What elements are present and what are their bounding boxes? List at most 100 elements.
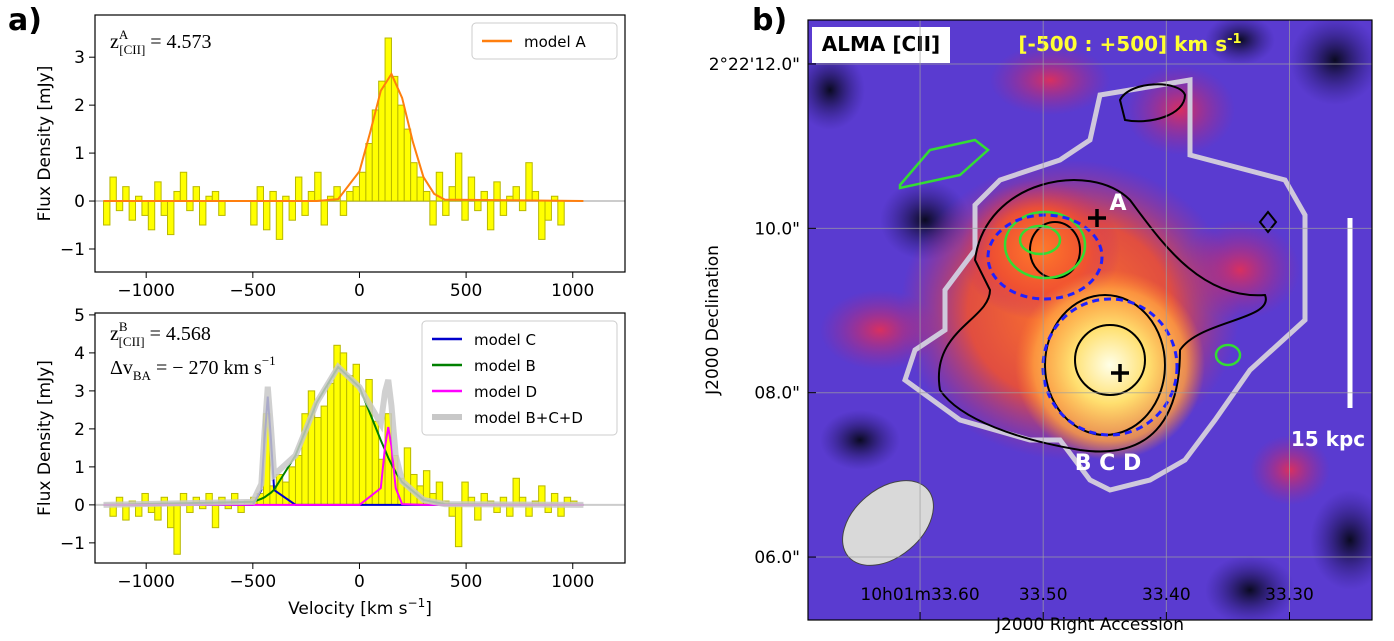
bar: [358, 405, 367, 506]
bar: [154, 181, 162, 202]
bar: [282, 481, 290, 506]
scale-label: 15 kpc: [1291, 427, 1365, 451]
y-axis-label: Flux Density [mJy]: [35, 66, 55, 222]
bar: [557, 200, 565, 226]
annotation-sup: A: [119, 27, 129, 42]
bar: [294, 176, 303, 202]
bar: [480, 190, 488, 202]
x-tick-label: 10h01m33.60: [860, 585, 979, 605]
bar: [314, 171, 322, 202]
bar: [499, 200, 508, 216]
y-tick-label: 10.0": [754, 219, 800, 239]
subtitle-text: [-500 : +500] km s: [1018, 32, 1227, 56]
bar: [365, 143, 373, 202]
bar: [397, 104, 405, 202]
bar: [199, 200, 207, 226]
y-tick-label: 2: [74, 96, 85, 116]
bar: [442, 200, 450, 216]
y-tick-label: 3: [74, 382, 85, 402]
bar: [218, 200, 226, 216]
bar: [122, 186, 130, 202]
bar: [512, 186, 520, 202]
x-axis-label: J2000 Right Accession: [995, 615, 1184, 635]
bar: [314, 416, 322, 506]
bar: [192, 186, 201, 202]
model-line: [103, 426, 584, 506]
y-tick-label: 5: [74, 306, 85, 326]
bar: [390, 75, 399, 202]
bar: [179, 171, 188, 202]
bar: [403, 447, 412, 506]
bar: [128, 200, 137, 221]
bar: [486, 200, 495, 231]
bar: [352, 186, 360, 202]
bar: [250, 200, 258, 226]
bar: [384, 37, 392, 202]
y-tick-label: 06.0": [754, 548, 800, 568]
map-image: [808, 20, 1372, 620]
annotation-main: z: [110, 323, 119, 345]
bar: [333, 186, 341, 202]
x-axis-label-sup: −1: [408, 596, 426, 610]
bar: [141, 200, 149, 216]
x-tick-label: 500: [450, 281, 482, 301]
x-tick-label: 0: [354, 281, 365, 301]
bar: [167, 200, 175, 236]
annotation-sup: B: [119, 319, 128, 334]
annotation-sub: [CII]: [119, 334, 145, 349]
x-tick-label: −1000: [117, 281, 175, 301]
bar: [211, 504, 220, 529]
annotation-sup: −1: [262, 353, 276, 368]
x-axis-label-text: Velocity [km s: [288, 599, 408, 619]
bar: [454, 152, 463, 202]
bar: [275, 200, 284, 240]
bar: [544, 200, 552, 221]
bar: [211, 190, 220, 202]
x-axis-label-end: ]: [425, 599, 432, 619]
bar: [186, 200, 194, 212]
bar: [416, 176, 424, 202]
y-tick-label: 1: [74, 458, 85, 478]
y-tick-label: 2: [74, 420, 85, 440]
y-tick-label: 0: [74, 496, 85, 516]
bar: [493, 181, 501, 202]
y-tick-label: 08.0": [754, 384, 800, 404]
bar: [339, 200, 348, 216]
y-axis-label: Flux Density [mJy]: [35, 360, 55, 516]
annotation-main: z: [110, 31, 119, 53]
axes-frame: [94, 312, 626, 564]
legend-label: model D: [474, 383, 537, 401]
y-tick-label: −1: [60, 534, 85, 554]
x-tick-label: −1000: [117, 572, 175, 592]
annotation: zB [CII] = 4.568: [110, 319, 211, 349]
y-tick-label: 1: [74, 144, 85, 164]
bar: [346, 190, 354, 202]
bar: [256, 186, 264, 202]
y-tick-label: 3: [74, 48, 85, 68]
annotation-rest: = 4.568: [145, 323, 211, 345]
y-tick-label: 0: [74, 192, 85, 212]
x-axis-label: Velocity [km s−1]: [288, 596, 432, 619]
x-tick-label: 33.40: [1142, 585, 1191, 605]
panel-label: b): [752, 3, 787, 38]
bar: [461, 200, 469, 221]
bar: [422, 190, 431, 202]
bar: [358, 171, 367, 202]
annotation-rest: = 4.573: [145, 31, 211, 53]
legend-label: model B+C+D: [474, 409, 583, 427]
x-tick-label: 0: [354, 572, 365, 592]
bar: [467, 176, 476, 202]
y-axis-label: J2000 Declination: [703, 245, 723, 396]
legend-label: model C: [474, 331, 536, 349]
bar: [429, 200, 437, 226]
bar: [262, 200, 271, 231]
axes-frame: [807, 19, 1373, 621]
bar: [103, 200, 111, 226]
annotation-sub: [CII]: [119, 42, 145, 57]
title-box: [812, 27, 950, 63]
x-tick-label: −500: [229, 281, 276, 301]
bar: [115, 200, 124, 212]
bar: [154, 504, 162, 521]
bar: [173, 504, 181, 555]
